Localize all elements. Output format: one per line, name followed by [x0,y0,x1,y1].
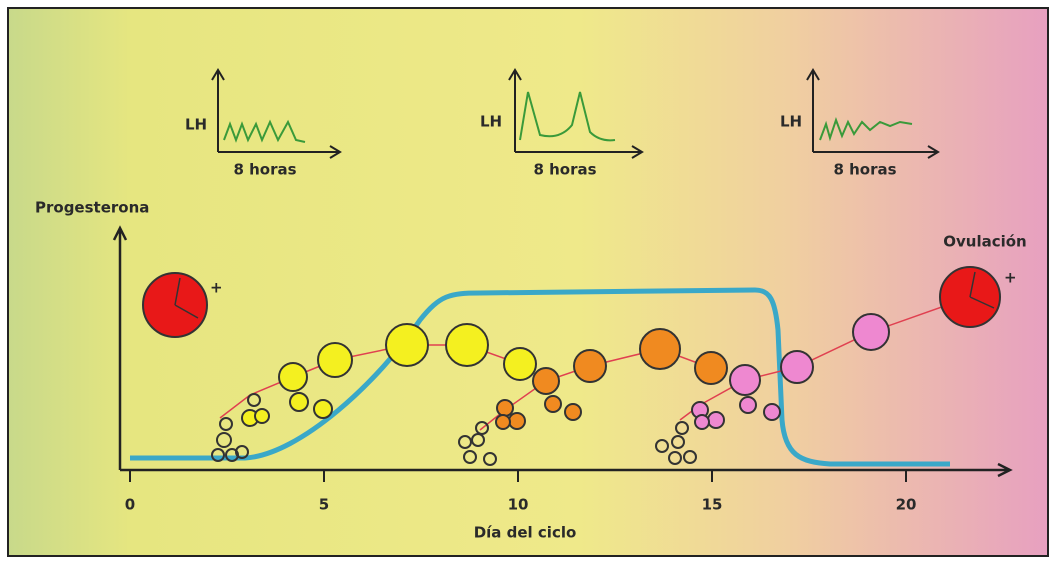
diagram: LH 8 horas LH 8 horas LH 8 horas Progest… [0,0,1057,563]
lh-label: LH [185,116,207,134]
y-axis-label: Progesterona [35,199,149,217]
lh-label: LH [480,113,502,131]
lh-label: LH [780,113,802,131]
inset-axis-label: 8 horas [533,161,596,179]
x-axis-label: Día del ciclo [474,524,577,542]
tick-label: 10 [508,496,529,514]
tick-label: 5 [319,496,329,514]
tick-label: 0 [125,496,135,514]
tick-label: 15 [702,496,723,514]
ovulation-label: Ovulación [943,233,1027,251]
marker: + [210,279,223,297]
marker: + [1004,269,1017,287]
inset-axis-label: 8 horas [833,161,896,179]
inset-axis-label: 8 horas [233,161,296,179]
tick-label: 20 [896,496,917,514]
